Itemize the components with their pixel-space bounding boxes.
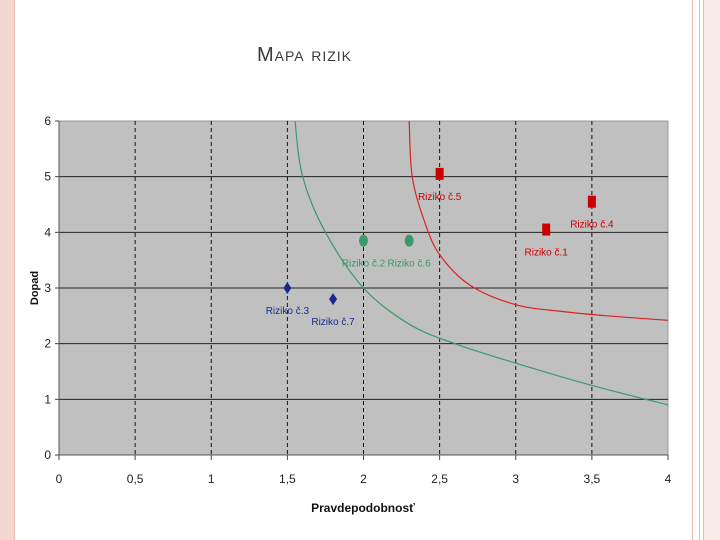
slide-right-border-inner bbox=[692, 0, 700, 540]
x-tick-label: 3 bbox=[512, 472, 519, 486]
y-tick-label: 1 bbox=[44, 392, 51, 406]
x-tick-label: 0 bbox=[56, 472, 63, 486]
x-tick-label: 2 bbox=[360, 472, 367, 486]
risk-point-label: Riziko č.1 bbox=[525, 248, 569, 259]
risk-point-label: Riziko č.3 bbox=[266, 306, 310, 317]
x-tick-label: 0,5 bbox=[127, 472, 144, 486]
risk-point-circle bbox=[404, 234, 414, 247]
risk-point-label: Riziko č.4 bbox=[570, 220, 614, 231]
risk-point-label: Riziko č.2 bbox=[342, 259, 386, 270]
x-tick-label: 3,5 bbox=[584, 472, 601, 486]
y-tick-label: 2 bbox=[44, 337, 51, 351]
threshold-curve-1 bbox=[408, 120, 669, 321]
y-tick-label: 3 bbox=[44, 281, 51, 295]
risk-point-label: Riziko č.7 bbox=[311, 317, 355, 328]
y-tick-label: 4 bbox=[44, 225, 51, 239]
x-tick-label: 1 bbox=[208, 472, 215, 486]
x-axis-label: Pravdepodobnosť bbox=[311, 501, 415, 515]
threshold-curves bbox=[294, 120, 669, 406]
y-tick-label: 5 bbox=[44, 170, 51, 184]
risk-point-diamond bbox=[329, 293, 338, 306]
risk-point-diamond bbox=[283, 282, 292, 294]
slide-title: MAPA RIZIK bbox=[257, 44, 352, 66]
risk-point-circle bbox=[359, 234, 368, 247]
data-points: Riziko č.5 Riziko č.1 Riziko č.4 Riziko č.2… bbox=[266, 167, 614, 328]
y-tick-label: 0 bbox=[44, 448, 51, 462]
y-axis-label: Dopad bbox=[29, 271, 41, 305]
risk-point-square bbox=[587, 195, 596, 208]
slide-left-border bbox=[0, 0, 15, 540]
x-tick-label: 4 bbox=[665, 472, 672, 486]
risk-point-label: Riziko č.6 bbox=[387, 259, 431, 270]
x-tick-label: 2,5 bbox=[431, 472, 448, 486]
risk-point-square bbox=[435, 167, 444, 180]
x-tick-label: 1,5 bbox=[279, 472, 296, 486]
slide-right-border-outer bbox=[703, 0, 720, 540]
risk-point-label: Riziko č.5 bbox=[418, 192, 462, 203]
y-tick-label: 6 bbox=[44, 114, 51, 128]
threshold-curve-2 bbox=[294, 120, 669, 406]
axes: 0 1 2 3 4 5 6 0 0,5 1 1,5 2 2,5 3 3,5 4 bbox=[44, 114, 671, 486]
risk-point-square bbox=[542, 223, 551, 236]
